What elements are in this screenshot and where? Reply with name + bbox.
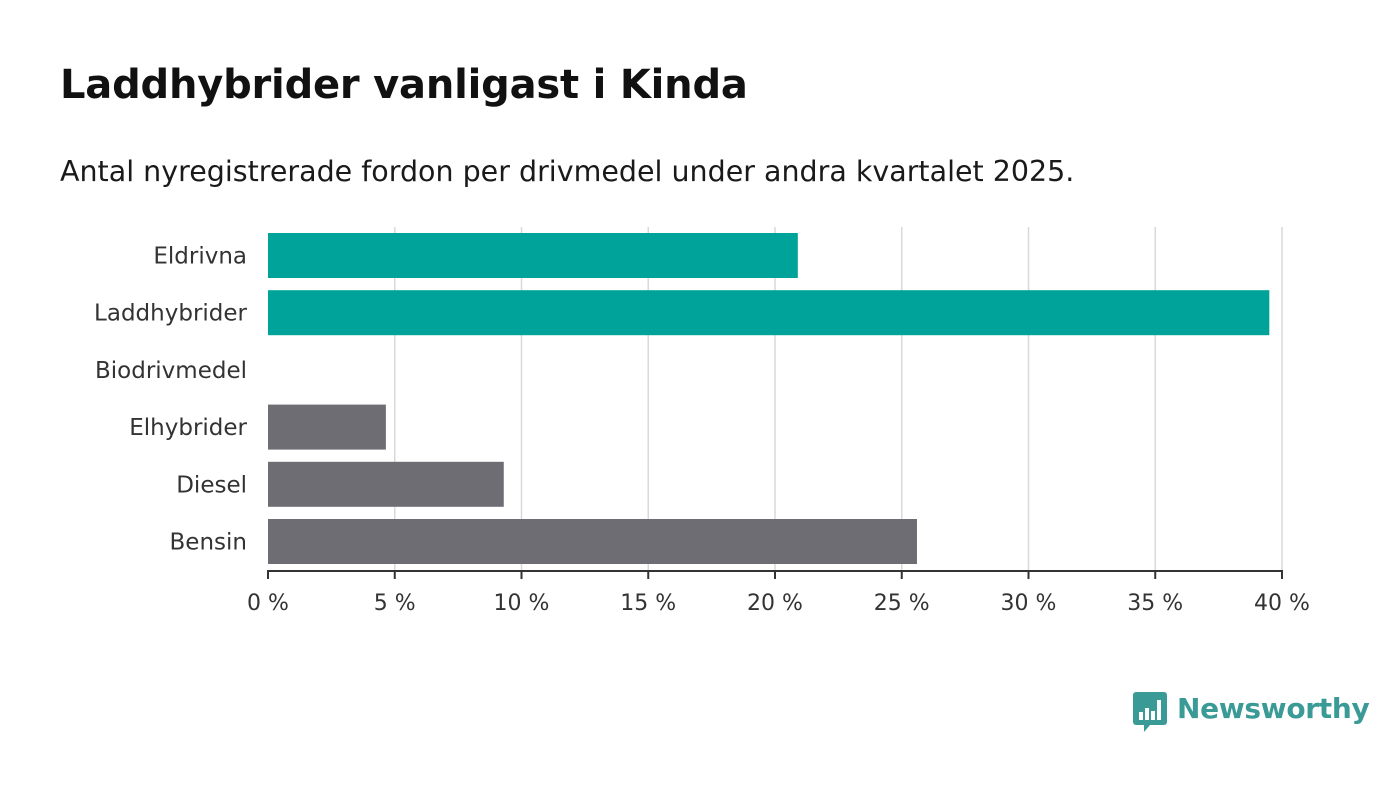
x-tick-label-15: 15 % [620, 591, 676, 616]
category-label-diesel: Diesel [176, 472, 247, 498]
bar-laddhybrider [268, 290, 1270, 336]
bars [268, 233, 1270, 564]
chart-subtitle: Antal nyregistrerade fordon per drivmede… [60, 155, 1075, 188]
x-tick-label-5: 5 % [374, 591, 416, 616]
bar-diesel [268, 461, 504, 507]
x-tick-label-10: 10 % [494, 591, 550, 616]
x-tick-label-0: 0 % [247, 591, 289, 616]
x-tick-label-25: 25 % [874, 591, 930, 616]
gridlines [394, 227, 1283, 571]
category-label-biodrivmedel: Biodrivmedel [95, 358, 247, 384]
category-labels: Eldrivna Laddhybrider Biodrivmedel Elhybrid… [94, 244, 247, 556]
category-label-laddhybrider: Laddhybrider [94, 301, 247, 327]
x-tick-label-35: 35 % [1127, 591, 1183, 616]
bar-elhybrider [268, 404, 386, 450]
newsworthy-logo: Newsworthy [1133, 692, 1370, 734]
category-label-eldrivna: Eldrivna [153, 244, 247, 270]
category-label-elhybrider: Elhybrider [129, 415, 247, 441]
x-tick-label-20: 20 % [747, 591, 803, 616]
bar-bensin [268, 519, 917, 564]
chart-title: Laddhybrider vanligast i Kinda [60, 62, 748, 108]
bar-chart-speech-bubble-icon [1133, 692, 1167, 732]
x-tick-label-30: 30 % [1001, 591, 1057, 616]
x-tick-label-40: 40 % [1254, 591, 1310, 616]
x-axis: 0 % 5 % 10 % 15 % 20 % 25 % 30 % 35 % 40 % [247, 570, 1310, 616]
bar-eldrivna [268, 233, 798, 278]
category-label-bensin: Bensin [170, 530, 247, 556]
brand-name: Newsworthy [1177, 692, 1370, 725]
